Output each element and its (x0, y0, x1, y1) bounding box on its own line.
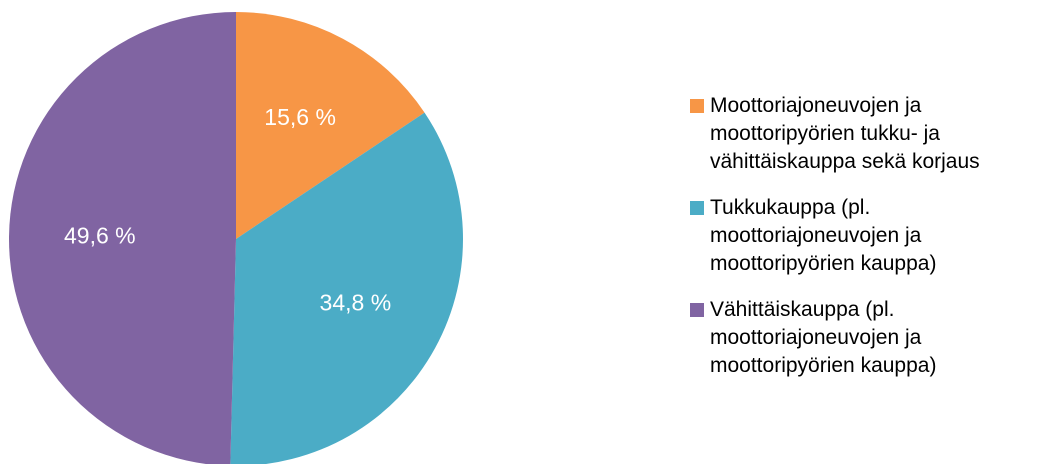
data-label: 49,6 % (64, 222, 136, 248)
data-label: 34,8 % (320, 290, 392, 316)
legend-label: Vähittäiskauppa (pl. moottoriajoneuvojen… (710, 298, 937, 377)
legend-label: Tukkukauppa (pl. moottoriajoneuvojen ja … (710, 196, 937, 275)
pie-slice (236, 12, 425, 239)
pie-slice (9, 12, 236, 464)
legend-item: Moottoriajoneuvojen ja moottoripyörien t… (690, 92, 1050, 176)
legend-swatch (690, 99, 704, 113)
pie-slice (230, 112, 463, 464)
data-label: 15,6 % (264, 104, 336, 130)
legend-label: Moottoriajoneuvojen ja moottoripyörien t… (710, 94, 980, 173)
legend-swatch (690, 201, 704, 215)
legend-item: Tukkukauppa (pl. moottoriajoneuvojen ja … (690, 194, 1050, 278)
legend-item: Vähittäiskauppa (pl. moottoriajoneuvojen… (690, 296, 1050, 380)
legend-swatch (690, 303, 704, 317)
legend: Moottoriajoneuvojen ja moottoripyörien t… (690, 92, 1050, 398)
chart: 15,6 % 34,8 % 49,6 % (9, 12, 463, 464)
